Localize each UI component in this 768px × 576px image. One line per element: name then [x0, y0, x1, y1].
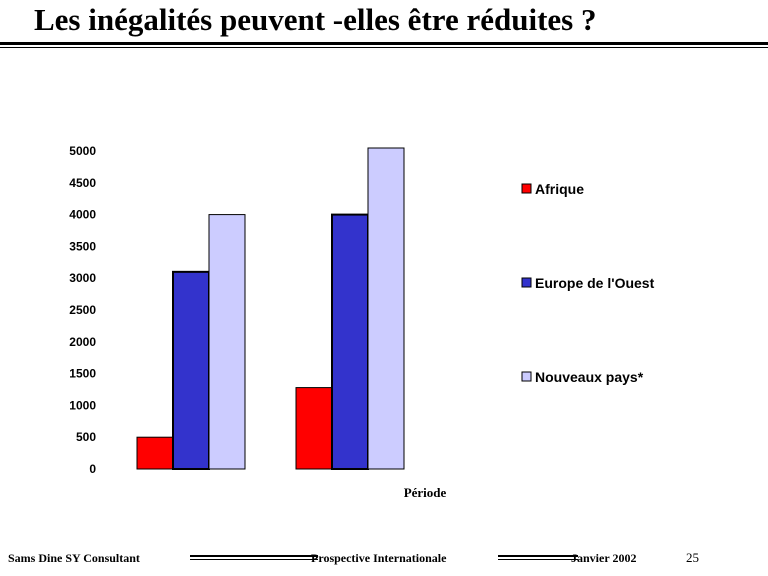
legend-swatch	[521, 183, 532, 194]
footer-subject: Prospective Internationale	[311, 551, 447, 565]
page-title: Les inégalités peuvent -elles être rédui…	[34, 2, 597, 37]
footer-date: Janvier 2002	[571, 551, 637, 565]
y-tick-label: 1500	[69, 367, 96, 381]
footer-page-number: 25	[686, 550, 699, 565]
legend-swatch	[521, 277, 532, 288]
legend-label: Nouveaux pays*	[535, 369, 644, 385]
bar-afrique-1	[136, 436, 174, 470]
y-tick-label: 500	[76, 430, 96, 444]
bar-europe-de-l-ouest-1	[172, 270, 210, 470]
title-divider-thin	[0, 47, 768, 48]
y-tick-label: 4500	[69, 176, 96, 190]
y-tick-label: 2000	[69, 335, 96, 349]
y-tick-label: 4000	[69, 208, 96, 222]
y-tick-label: 3500	[69, 239, 96, 253]
x-axis-label: Période	[404, 485, 447, 500]
y-tick-label: 1000	[69, 398, 96, 412]
y-tick-label: 5000	[69, 144, 96, 158]
legend-swatch	[521, 371, 532, 382]
footer-divider-left	[190, 555, 318, 557]
footer-author: Sams Dine SY Consultant	[8, 551, 140, 565]
bar-europe-de-l-ouest-2	[331, 213, 369, 470]
y-tick-label: 0	[89, 462, 96, 476]
bar-afrique-2	[295, 387, 333, 470]
footer-divider-right	[498, 555, 578, 557]
footer-divider-right-thin	[498, 559, 578, 560]
y-tick-label: 2500	[69, 303, 96, 317]
footer-divider-left-thin	[190, 559, 318, 560]
bar-nouveaux-pays-1	[208, 214, 246, 470]
title-divider	[0, 42, 768, 45]
legend-label: Afrique	[535, 181, 584, 197]
bar-nouveaux-pays-2	[367, 147, 405, 470]
legend-label: Europe de l'Ouest	[535, 275, 655, 291]
y-tick-label: 3000	[69, 271, 96, 285]
